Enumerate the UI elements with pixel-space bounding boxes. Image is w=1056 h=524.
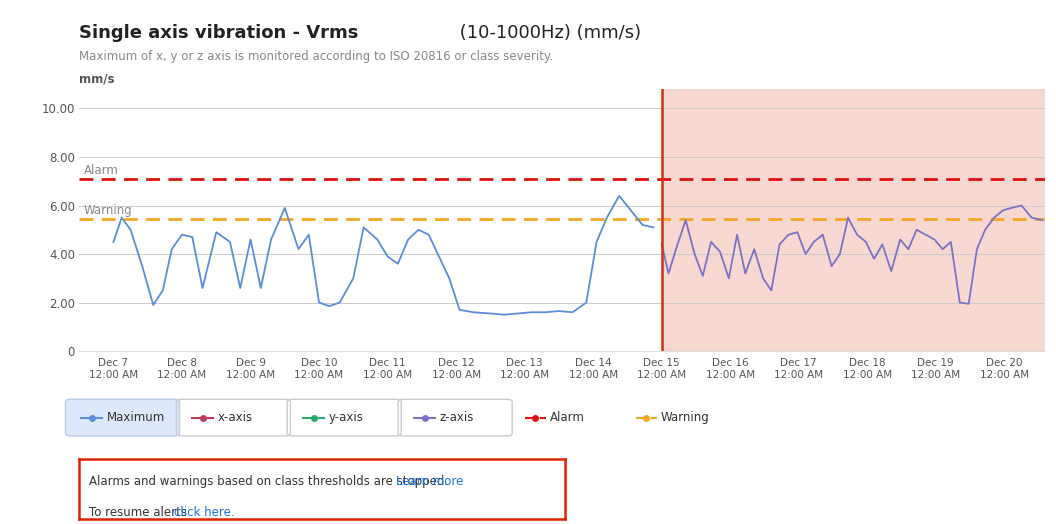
Text: Alarm: Alarm — [550, 411, 585, 424]
Text: Alarms and warnings based on class thresholds are stopped.: Alarms and warnings based on class thres… — [89, 475, 452, 488]
Bar — [1045, 89, 1056, 351]
Text: mm/s: mm/s — [79, 72, 115, 85]
Bar — [662, 89, 1056, 351]
Text: z-axis: z-axis — [439, 411, 474, 424]
Text: y-axis: y-axis — [328, 411, 363, 424]
Text: Single axis vibration - Vrms: Single axis vibration - Vrms — [79, 24, 359, 41]
Text: Maximum of x, y or z axis is monitored according to ISO 20816 or class severity.: Maximum of x, y or z axis is monitored a… — [79, 50, 553, 63]
Text: Learn more: Learn more — [396, 475, 464, 488]
Text: Warning: Warning — [84, 204, 133, 217]
Text: click here.: click here. — [173, 506, 234, 519]
Text: To resume alerts: To resume alerts — [89, 506, 191, 519]
Text: Maximum: Maximum — [107, 411, 165, 424]
Text: Alarm: Alarm — [84, 164, 119, 177]
Text: x-axis: x-axis — [218, 411, 252, 424]
Text: Warning: Warning — [661, 411, 710, 424]
Text: (10-1000Hz) (mm/s): (10-1000Hz) (mm/s) — [454, 24, 641, 41]
